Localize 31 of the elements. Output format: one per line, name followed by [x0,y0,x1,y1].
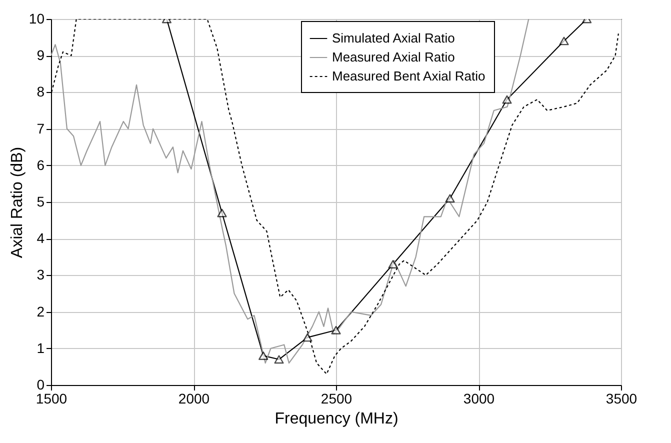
y-tick-label: 7 [36,120,45,136]
x-tick-label: 3000 [463,390,495,406]
y-tick-label: 1 [36,340,45,356]
y-tick-label: 3 [36,266,45,283]
point [258,351,268,360]
y-tick-label: 0 [36,376,45,392]
x-tick-label: 3500 [606,390,638,406]
x-tick-label: 1500 [36,390,68,406]
y-tick-label: 8 [36,84,45,100]
point [388,260,398,268]
point [502,95,512,104]
y-tick-label: 4 [36,230,45,246]
x-tick-label: 2000 [178,390,210,406]
y-tick-label: 6 [36,156,45,173]
point [302,333,312,342]
x-axis-title: Frequency (MHz) [274,410,398,428]
y-axis-title: Axial Ratio (dB) [8,146,26,258]
y-tick-label: 5 [36,194,45,210]
y-tick-label: 10 [28,10,45,26]
point [274,355,284,364]
point [559,36,569,46]
y-tick-label: 2 [36,303,45,320]
legend-label: Measured Axial Ratio [332,50,455,64]
point [445,194,455,203]
legend-label: Simulated Axial Ratio [332,30,455,46]
point [331,326,341,334]
point [217,208,227,218]
x-tick-label: 2500 [320,390,352,406]
legend-label: Measured Bent Axial Ratio [332,68,486,84]
y-tick-label: 9 [36,47,45,64]
line-series [51,19,530,364]
